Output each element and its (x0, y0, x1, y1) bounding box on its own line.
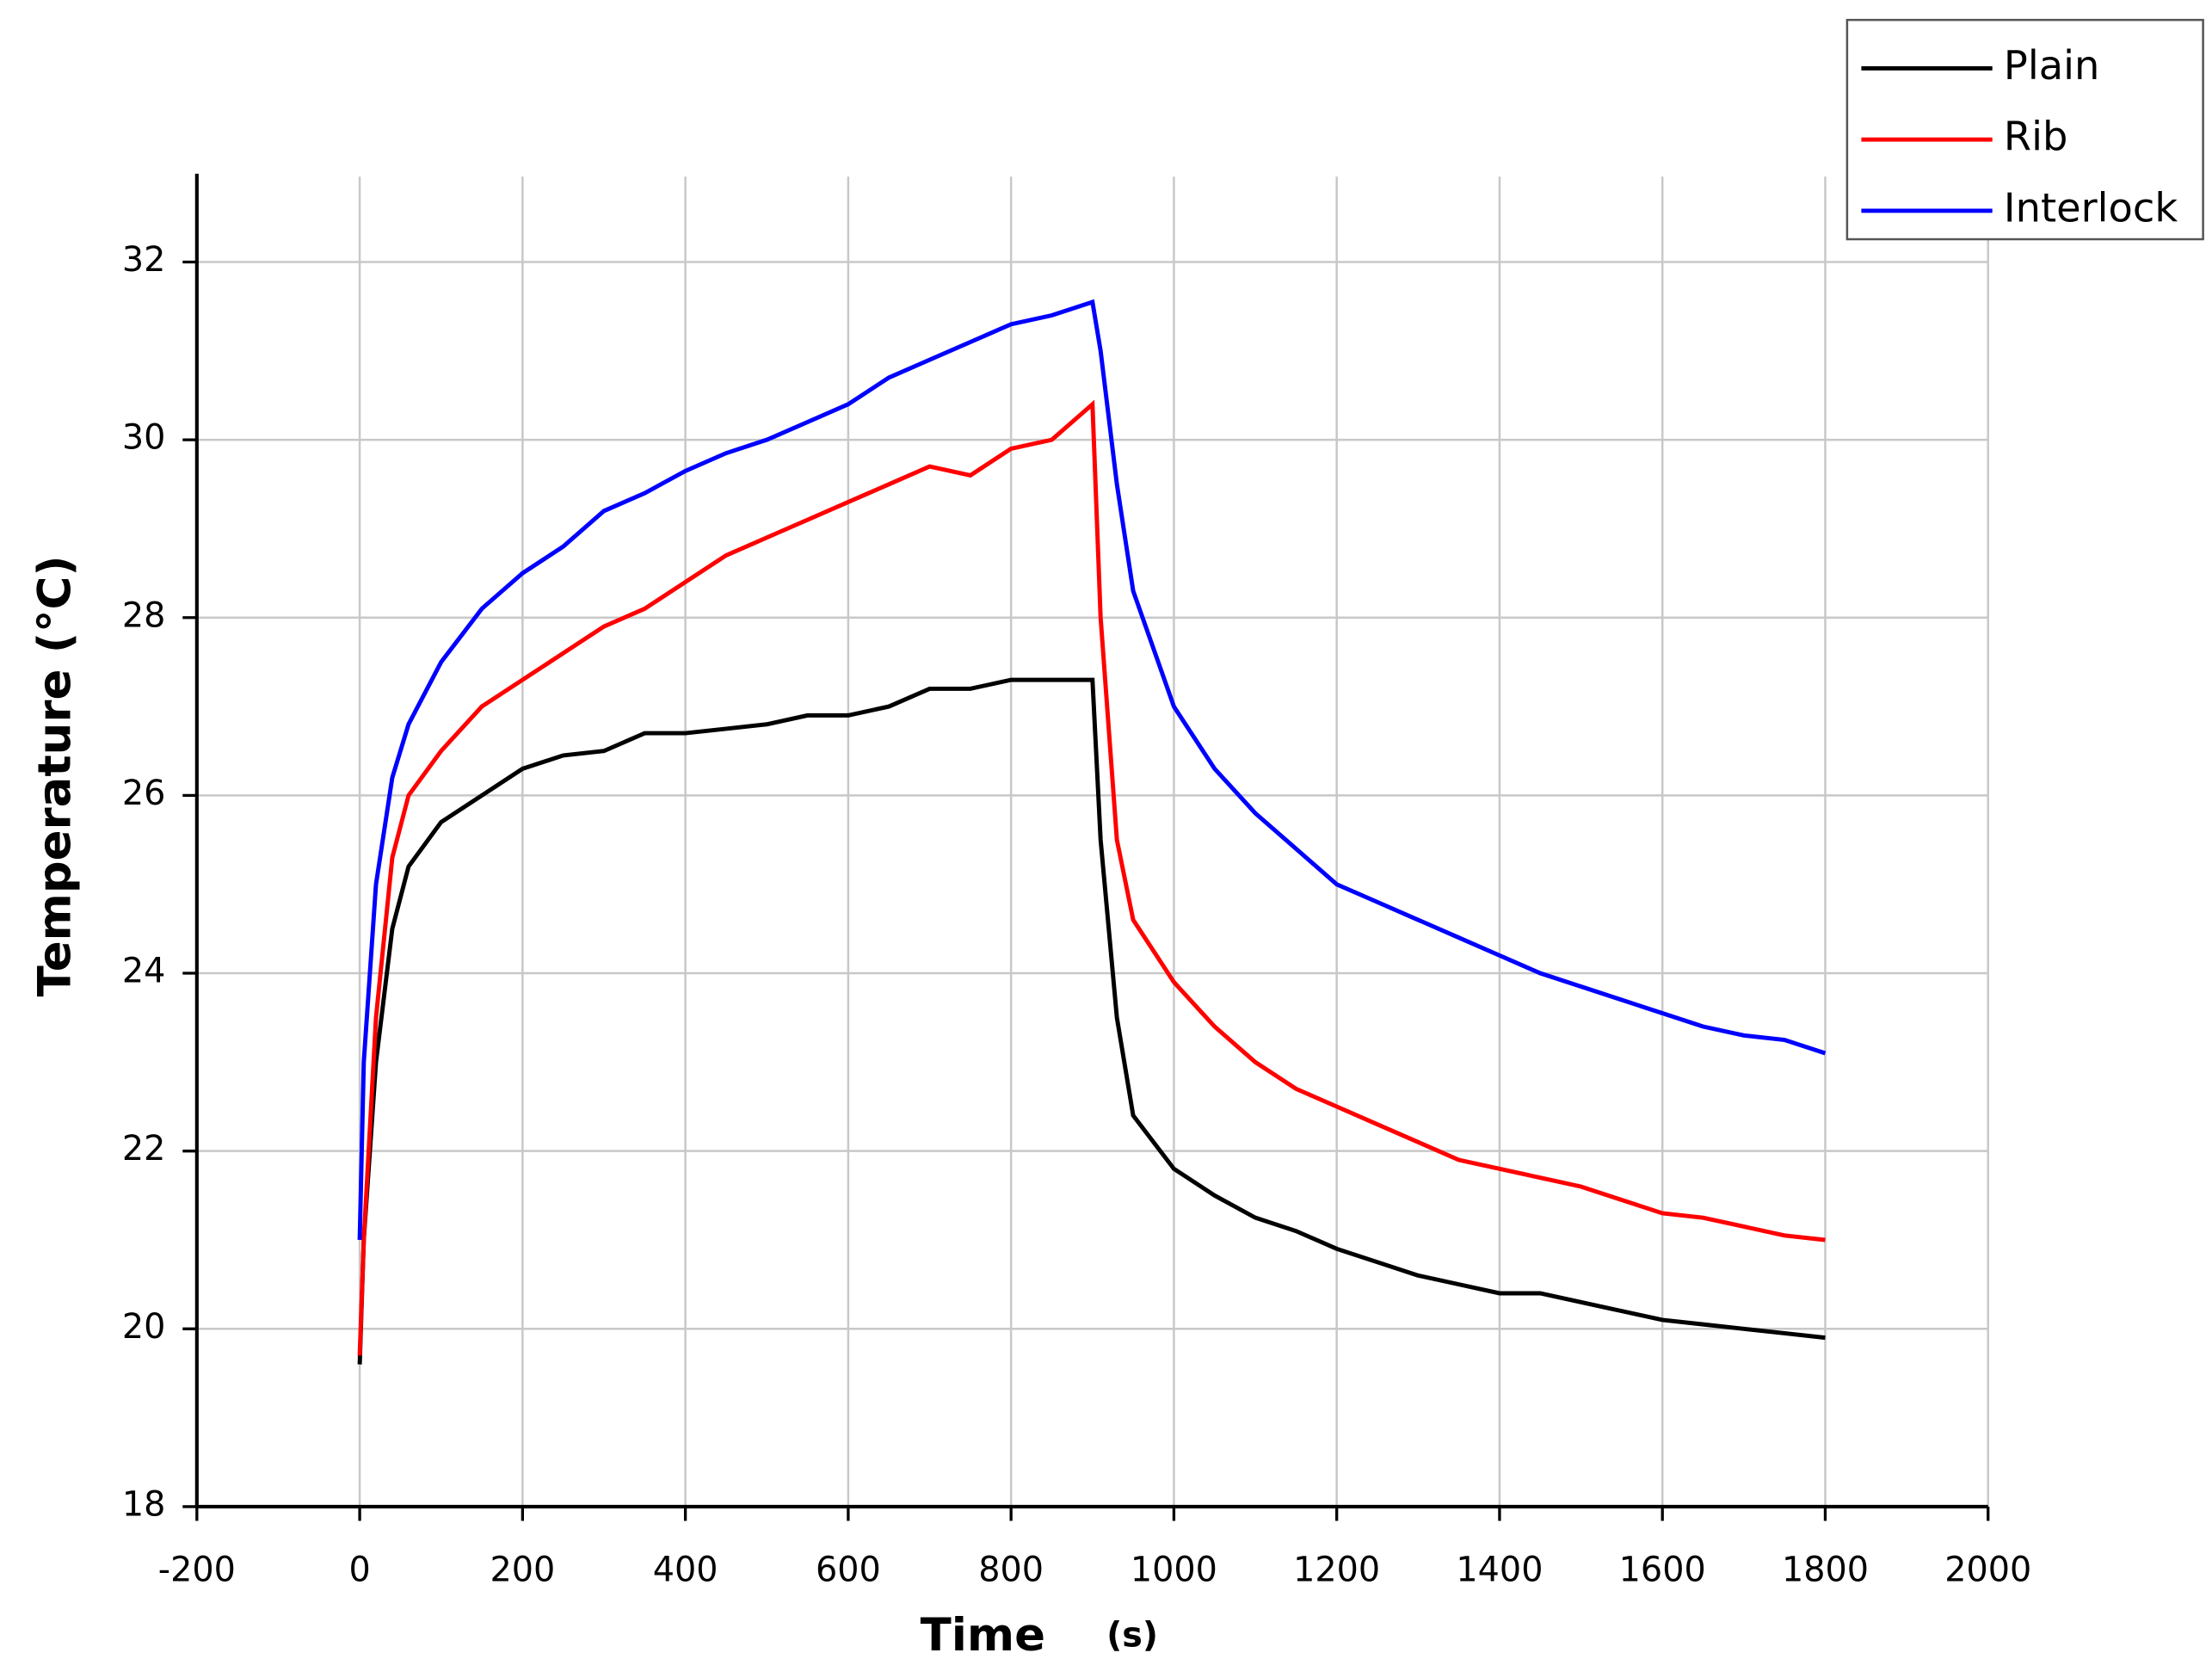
series-line (357, 299, 1827, 1241)
series-line (357, 399, 1826, 1356)
y-tick-label: 18 (122, 1484, 166, 1524)
y-tick-label: 24 (122, 952, 166, 991)
x-tick-label: -200 (158, 1551, 236, 1590)
y-axis-label: Temperature (°C) (28, 555, 81, 996)
legend-label: Plain (2004, 42, 2099, 89)
legend-label: Rib (2004, 114, 2067, 160)
x-tick-label: 1000 (1131, 1551, 1217, 1590)
y-tick-label: 32 (122, 240, 166, 280)
series-line (357, 677, 1826, 1365)
x-tick-label: 1400 (1456, 1551, 1543, 1590)
x-tick-label: 2000 (1944, 1551, 2031, 1590)
x-axis-unit: (s) (1106, 1616, 1158, 1656)
legend-box (1845, 18, 2204, 241)
y-tick-label: 22 (122, 1129, 166, 1169)
x-tick-label: 1800 (1782, 1551, 1869, 1590)
legend-label: Interlock (2004, 184, 2178, 231)
y-tick-label: 30 (122, 418, 166, 458)
x-tick-label: 1600 (1619, 1551, 1706, 1590)
x-tick-label: 400 (653, 1551, 718, 1590)
x-tick-label: 800 (978, 1551, 1044, 1590)
x-tick-label: 600 (816, 1551, 881, 1590)
y-tick-label: 20 (122, 1307, 166, 1347)
y-tick-label: 26 (122, 774, 166, 813)
x-tick-label: 0 (348, 1551, 370, 1590)
x-tick-label: 1200 (1293, 1551, 1380, 1590)
y-tick-label: 28 (122, 595, 166, 635)
x-axis-label: Time (921, 1609, 1045, 1659)
x-tick-label: 200 (490, 1551, 555, 1590)
